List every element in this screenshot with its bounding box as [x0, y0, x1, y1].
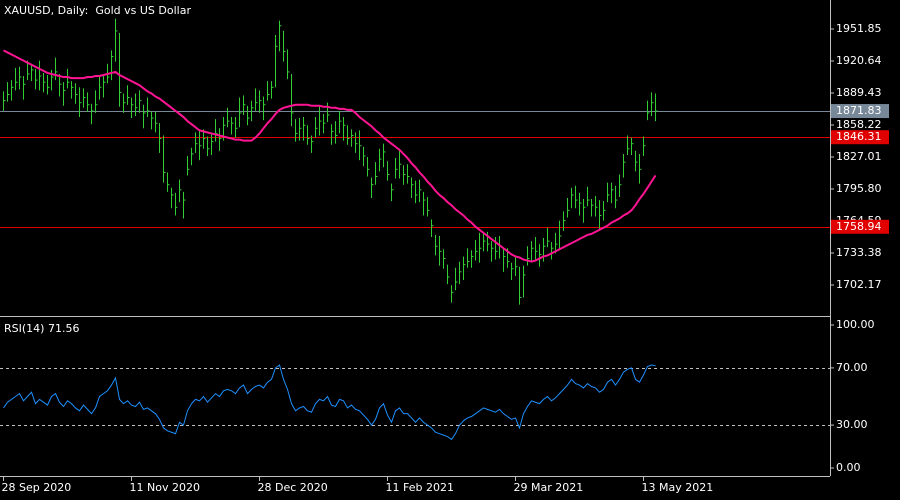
price-level-label: 1758.94 — [836, 220, 882, 233]
y-tick-label: 1920.64 — [836, 54, 882, 67]
y-tick-label: 1827.01 — [836, 150, 882, 163]
price-level-box — [831, 104, 889, 119]
price-level-label: 1871.83 — [836, 104, 882, 117]
x-tick-label: 28 Dec 2020 — [258, 481, 328, 494]
y-tick-label: 30.00 — [836, 418, 868, 431]
y-tick-label: 1733.38 — [836, 246, 882, 259]
price-level-box — [831, 130, 889, 145]
y-tick-label: 70.00 — [836, 361, 868, 374]
moving-average — [3, 49, 657, 263]
y-tick-label: 1889.43 — [836, 86, 882, 99]
y-tick-label: 1858.22 — [836, 118, 882, 131]
rsi-line — [3, 364, 656, 441]
y-tick-label: 1951.85 — [836, 22, 882, 35]
x-tick-label: 28 Sep 2020 — [2, 481, 72, 494]
x-tick-label: 29 Mar 2021 — [514, 481, 584, 494]
price-level-label: 1846.31 — [836, 130, 882, 143]
x-tick-label: 11 Nov 2020 — [130, 481, 200, 494]
y-tick-label: 1795.80 — [836, 182, 882, 195]
rsi-title: RSI(14) 71.56 — [4, 322, 79, 335]
price-level-box — [831, 219, 889, 234]
chart-title: XAUUSD, Daily: Gold vs US Dollar — [4, 4, 191, 17]
y-tick-label: 100.00 — [836, 318, 875, 331]
x-tick-label: 11 Feb 2021 — [386, 481, 454, 494]
y-tick-label: 1702.17 — [836, 278, 882, 291]
x-tick-label: 13 May 2021 — [642, 481, 714, 494]
y-tick-label: 0.00 — [836, 461, 861, 474]
